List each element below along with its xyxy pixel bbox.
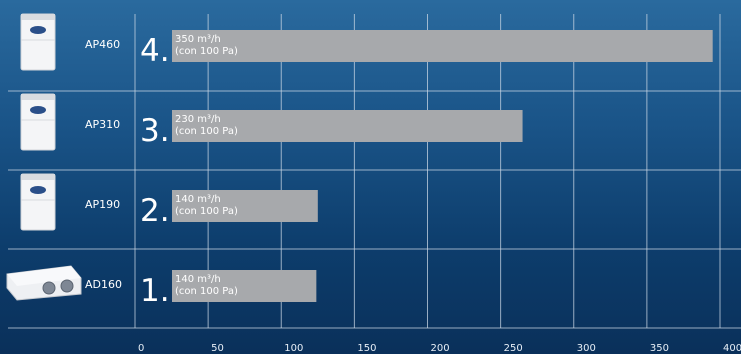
x-tick-label: 300	[577, 343, 596, 354]
bar	[172, 110, 523, 142]
upright-unit-icon	[20, 13, 56, 71]
model-label: AD160	[85, 278, 122, 291]
x-tick-label: 250	[504, 343, 523, 354]
bar-value-label: 230 m³/h	[175, 114, 221, 125]
x-tick-label: 200	[431, 343, 450, 354]
unit-top	[21, 174, 55, 180]
x-tick-label: 400	[723, 343, 741, 354]
model-label: AP310	[85, 118, 120, 131]
unit-badge	[30, 186, 46, 194]
rank-label: 4.	[140, 33, 170, 69]
bar	[172, 190, 318, 222]
x-tick-label: 150	[357, 343, 376, 354]
flat-unit-icon	[6, 265, 82, 301]
bar-value-label: 350 m³/h	[175, 34, 221, 45]
x-tick-label: 100	[284, 343, 303, 354]
unit-body	[20, 13, 56, 71]
bar-condition-label: (con 100 Pa)	[175, 126, 238, 137]
flat-unit-port	[60, 279, 74, 293]
bar-condition-label: (con 100 Pa)	[175, 206, 238, 217]
bar-value-label: 140 m³/h	[175, 194, 221, 205]
rank-label: 1.	[140, 273, 170, 309]
bar-condition-label: (con 100 Pa)	[175, 286, 238, 297]
unit-badge	[30, 106, 46, 114]
bar-condition-label: (con 100 Pa)	[175, 46, 238, 57]
unit-body	[20, 93, 56, 151]
upright-unit-icon	[20, 173, 56, 231]
unit-body	[20, 173, 56, 231]
x-tick-label: 0	[138, 343, 144, 354]
flat-unit-top	[7, 266, 81, 286]
model-label: AP460	[85, 38, 120, 51]
x-tick-label: 50	[211, 343, 224, 354]
bar	[172, 30, 713, 62]
rank-label: 2.	[140, 193, 170, 229]
upright-unit-icon	[20, 93, 56, 151]
flat-unit-port	[42, 281, 56, 295]
model-label: AP190	[85, 198, 120, 211]
unit-top	[21, 14, 55, 20]
unit-badge	[30, 26, 46, 34]
bar-value-label: 140 m³/h	[175, 274, 221, 285]
x-tick-label: 350	[650, 343, 669, 354]
unit-top	[21, 94, 55, 100]
rank-label: 3.	[140, 113, 170, 149]
bar	[172, 270, 317, 302]
